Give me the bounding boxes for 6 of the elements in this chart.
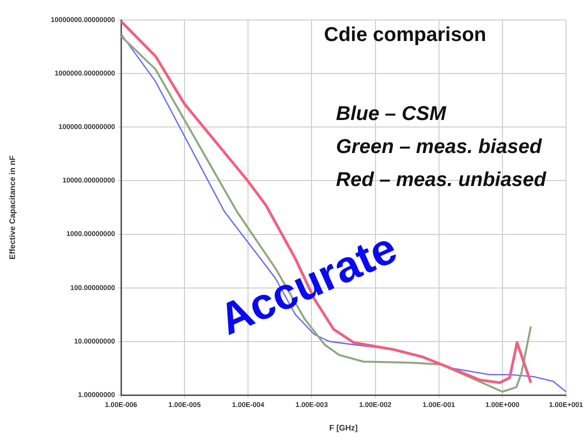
y-axis-title: Effective Capacitance in nF (8, 155, 18, 260)
x-axis-title: F [GHz] (329, 423, 358, 432)
annotation: Red – meas. unbiased (336, 169, 546, 192)
annotation: Cdie comparison (324, 24, 486, 47)
annotation: Green – meas. biased (336, 136, 542, 159)
annotation: Blue – CSM (336, 103, 446, 126)
